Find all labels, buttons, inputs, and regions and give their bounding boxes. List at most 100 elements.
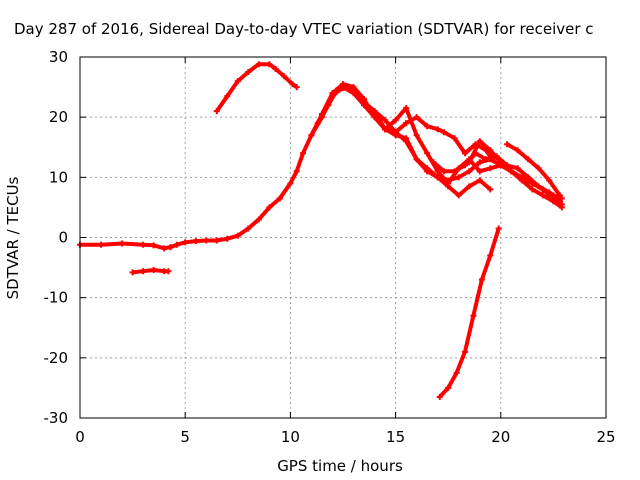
y-tick-label: -20 bbox=[44, 349, 69, 367]
x-tick-label: 25 bbox=[596, 428, 615, 446]
data-point bbox=[497, 159, 504, 166]
y-tick-label: 10 bbox=[49, 168, 68, 186]
data-point bbox=[529, 180, 536, 187]
data-point bbox=[558, 195, 565, 202]
data-point bbox=[314, 120, 321, 127]
data-point bbox=[462, 150, 469, 157]
data-point bbox=[350, 84, 357, 91]
trace-rise-b bbox=[314, 85, 496, 163]
trace-arc-top bbox=[213, 61, 300, 115]
plot-frame bbox=[79, 56, 607, 419]
x-tick-label: 5 bbox=[180, 428, 190, 446]
data-point bbox=[245, 225, 252, 232]
chart-title: Day 287 of 2016, Sidereal Day-to-day VTE… bbox=[14, 20, 594, 38]
data-point bbox=[352, 90, 359, 97]
data-point bbox=[293, 84, 300, 91]
data-point bbox=[529, 186, 536, 193]
data-point bbox=[150, 266, 157, 273]
data-point bbox=[424, 165, 431, 172]
trace-arc-top-line bbox=[215, 62, 298, 113]
x-tick-label: 10 bbox=[281, 428, 300, 446]
data-point bbox=[487, 186, 494, 193]
data-point bbox=[203, 237, 210, 244]
data-point bbox=[539, 192, 546, 199]
y-tick-label: -30 bbox=[44, 409, 69, 427]
data-point bbox=[255, 216, 262, 223]
data-point bbox=[556, 192, 563, 199]
data-point bbox=[462, 162, 469, 169]
data-point bbox=[476, 168, 483, 175]
data-point bbox=[281, 73, 288, 80]
data-point bbox=[440, 129, 447, 136]
data-point bbox=[150, 242, 157, 249]
data-point bbox=[476, 138, 483, 145]
data-point bbox=[478, 276, 485, 283]
data-point bbox=[495, 225, 502, 232]
data-point bbox=[392, 129, 399, 136]
data-point bbox=[462, 348, 469, 355]
data-point bbox=[140, 268, 147, 275]
trace-late-c bbox=[504, 141, 563, 199]
data-point bbox=[535, 165, 542, 172]
trace-late-b bbox=[466, 138, 565, 208]
data-point bbox=[167, 244, 174, 251]
trace-plunge-line bbox=[438, 227, 501, 399]
data-point bbox=[98, 241, 105, 248]
data-point bbox=[287, 180, 294, 187]
data-point bbox=[403, 138, 410, 145]
data-point bbox=[434, 174, 441, 181]
data-point bbox=[413, 114, 420, 121]
data-point bbox=[182, 239, 189, 246]
data-point bbox=[434, 126, 441, 133]
data-point bbox=[344, 85, 351, 92]
data-point bbox=[382, 117, 389, 124]
y-tick-label: -10 bbox=[44, 289, 69, 307]
data-point bbox=[476, 177, 483, 184]
data-point bbox=[455, 174, 462, 181]
data-point bbox=[430, 159, 437, 166]
data-point bbox=[129, 269, 136, 276]
trace-rise-a bbox=[308, 81, 565, 211]
data-point bbox=[325, 102, 332, 109]
data-point bbox=[434, 168, 441, 175]
data-point bbox=[213, 108, 220, 115]
trace-plunge bbox=[436, 225, 502, 400]
data-point bbox=[451, 135, 458, 142]
data-point bbox=[165, 268, 172, 275]
trace-short-low bbox=[129, 266, 172, 276]
data-point bbox=[300, 150, 307, 157]
data-point bbox=[392, 117, 399, 124]
data-point bbox=[371, 108, 378, 115]
data-point bbox=[487, 147, 494, 154]
data-point bbox=[413, 156, 420, 163]
trace-rise-a-line bbox=[309, 82, 563, 210]
data-point bbox=[424, 123, 431, 130]
data-point bbox=[333, 87, 340, 94]
data-point bbox=[436, 393, 443, 400]
data-point bbox=[483, 156, 490, 163]
data-point bbox=[504, 141, 511, 148]
y-tick-label: 20 bbox=[49, 108, 68, 126]
data-point bbox=[140, 241, 147, 248]
data-point bbox=[451, 168, 458, 175]
data-point bbox=[173, 241, 180, 248]
data-point bbox=[234, 232, 241, 239]
data-point bbox=[466, 183, 473, 190]
data-point bbox=[525, 156, 532, 163]
data-point bbox=[224, 235, 231, 242]
data-point bbox=[539, 186, 546, 193]
data-point bbox=[514, 147, 521, 154]
data-point bbox=[487, 252, 494, 259]
data-point bbox=[382, 126, 389, 133]
y-axis-label: SDTVAR / TECUs bbox=[4, 176, 22, 299]
data-point bbox=[272, 66, 279, 73]
data-point bbox=[161, 245, 168, 252]
data-point bbox=[487, 165, 494, 172]
data-point bbox=[476, 159, 483, 166]
data-point bbox=[340, 81, 346, 88]
x-tick-label: 0 bbox=[75, 428, 85, 446]
y-tick-label: 0 bbox=[58, 229, 68, 247]
data-point bbox=[445, 183, 452, 190]
data-point bbox=[266, 204, 273, 211]
